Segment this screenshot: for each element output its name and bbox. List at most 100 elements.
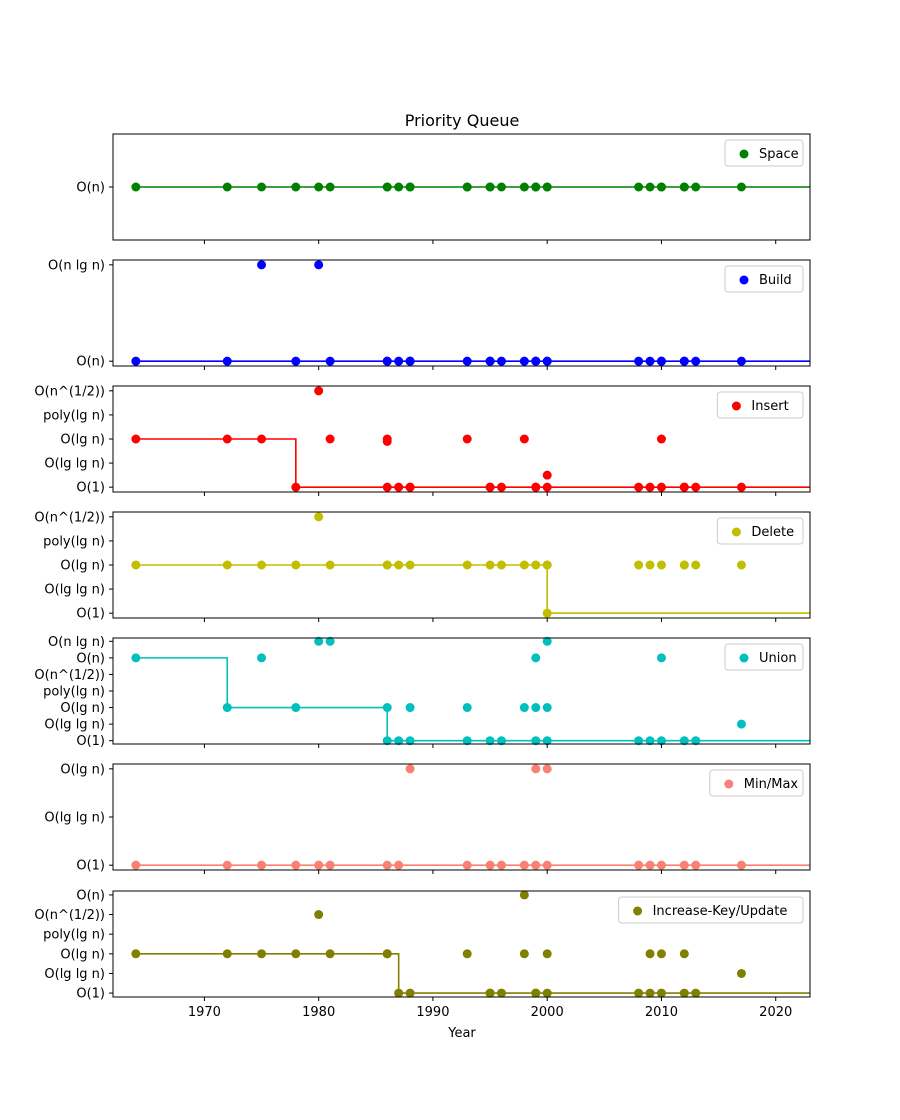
y-tick-label-delete: O(lg n) bbox=[60, 559, 105, 574]
data-point-build bbox=[394, 356, 404, 366]
data-point-increase-key-update bbox=[656, 988, 666, 998]
x-tick-label: 2020 bbox=[759, 1005, 792, 1020]
data-point-build bbox=[131, 356, 141, 366]
data-point-delete bbox=[496, 560, 506, 570]
data-point-min-max bbox=[291, 860, 301, 870]
legend-box-insert bbox=[716, 391, 804, 419]
data-point-union bbox=[131, 653, 141, 663]
y-tick-label-build: O(n lg n) bbox=[48, 258, 105, 273]
data-point-insert bbox=[679, 482, 689, 492]
axes-frame-build bbox=[112, 259, 811, 367]
y-tick-label-delete: O(lg lg n) bbox=[44, 583, 105, 598]
data-point-increase-key-update bbox=[325, 949, 335, 959]
data-point-insert bbox=[314, 386, 324, 396]
data-point-union bbox=[531, 736, 541, 746]
x-tick-label: 1990 bbox=[416, 1005, 449, 1020]
y-tick-label-space: O(n) bbox=[76, 181, 105, 196]
y-tick-label-union: O(n lg n) bbox=[48, 635, 105, 650]
y-tick-label-union: O(lg n) bbox=[60, 701, 105, 716]
data-point-insert bbox=[405, 482, 415, 492]
data-point-increase-key-update bbox=[519, 890, 529, 900]
data-point-min-max bbox=[394, 860, 404, 870]
x-tick-label: 2010 bbox=[645, 1005, 678, 1020]
x-axis-label: Year bbox=[447, 1026, 476, 1041]
data-point-delete bbox=[291, 560, 301, 570]
data-point-build bbox=[485, 356, 495, 366]
panel-union: O(1)O(lg lg n) O(lg n)poly(lg n) O(n^(1/2)… bbox=[34, 635, 811, 749]
data-point-insert bbox=[531, 482, 541, 492]
data-point-increase-key-update bbox=[679, 988, 689, 998]
data-point-build bbox=[691, 356, 701, 366]
data-point-space bbox=[679, 182, 689, 192]
data-point-min-max bbox=[679, 860, 689, 870]
data-point-insert bbox=[736, 482, 746, 492]
data-point-union bbox=[405, 703, 415, 713]
legend-marker-min-max bbox=[724, 779, 734, 789]
legend-label-increase-key-update: Increase-Key/Update bbox=[653, 904, 788, 919]
y-tick-label-delete: O(1) bbox=[76, 607, 105, 622]
data-point-build bbox=[519, 356, 529, 366]
data-point-union bbox=[291, 703, 301, 713]
data-point-union bbox=[531, 703, 541, 713]
axes-frame-min-max bbox=[112, 763, 811, 871]
y-tick-label-increase-key-update: O(lg n) bbox=[60, 947, 105, 962]
data-point-insert bbox=[485, 482, 495, 492]
legend-label-union: Union bbox=[759, 651, 797, 666]
y-tick-label-union: O(n) bbox=[76, 651, 105, 666]
x-tick-label: 1980 bbox=[302, 1005, 335, 1020]
data-point-union bbox=[462, 736, 472, 746]
data-point-min-max bbox=[531, 860, 541, 870]
data-point-insert bbox=[645, 482, 655, 492]
data-point-increase-key-update bbox=[314, 910, 324, 920]
data-point-union bbox=[531, 653, 541, 663]
data-point-min-max bbox=[645, 860, 655, 870]
data-point-union bbox=[736, 719, 746, 729]
data-point-space bbox=[691, 182, 701, 192]
data-point-insert bbox=[291, 482, 301, 492]
data-point-build bbox=[325, 356, 335, 366]
legend-box-increase-key-update bbox=[618, 896, 804, 924]
data-point-increase-key-update bbox=[645, 949, 655, 959]
data-point-increase-key-update bbox=[679, 949, 689, 959]
data-point-increase-key-update bbox=[222, 949, 232, 959]
data-point-space bbox=[634, 182, 644, 192]
data-point-build bbox=[496, 356, 506, 366]
step-line-delete bbox=[135, 564, 810, 614]
data-point-increase-key-update bbox=[542, 949, 552, 959]
data-point-increase-key-update bbox=[394, 988, 404, 998]
data-point-union bbox=[656, 653, 666, 663]
data-point-space bbox=[485, 182, 495, 192]
legend-marker-increase-key-update bbox=[633, 906, 643, 916]
legend-marker-space bbox=[739, 149, 749, 159]
data-point-insert bbox=[131, 434, 141, 444]
y-tick-label-min-max: O(lg lg n) bbox=[44, 811, 105, 826]
data-point-increase-key-update bbox=[291, 949, 301, 959]
data-point-insert bbox=[462, 434, 472, 444]
data-point-increase-key-update bbox=[131, 949, 141, 959]
data-point-delete bbox=[314, 512, 324, 522]
data-point-increase-key-update bbox=[531, 988, 541, 998]
data-point-union bbox=[634, 736, 644, 746]
y-tick-label-delete: O(n^(1/2)) bbox=[34, 510, 105, 525]
data-point-min-max bbox=[485, 860, 495, 870]
data-point-space bbox=[222, 182, 232, 192]
data-point-increase-key-update bbox=[382, 949, 392, 959]
y-tick-label-build: O(n) bbox=[76, 355, 105, 370]
data-point-build bbox=[257, 260, 267, 270]
data-point-increase-key-update bbox=[656, 949, 666, 959]
data-point-space bbox=[462, 182, 472, 192]
data-point-union bbox=[405, 736, 415, 746]
data-point-space bbox=[382, 182, 392, 192]
y-tick-label-union: poly(lg n) bbox=[43, 685, 105, 700]
data-point-space bbox=[519, 182, 529, 192]
data-point-delete bbox=[394, 560, 404, 570]
y-tick-label-insert: O(lg lg n) bbox=[44, 457, 105, 472]
data-point-min-max bbox=[222, 860, 232, 870]
legend-marker-delete bbox=[731, 527, 741, 537]
data-point-union bbox=[542, 703, 552, 713]
y-tick-label-increase-key-update: O(1) bbox=[76, 987, 105, 1002]
data-point-delete bbox=[405, 560, 415, 570]
data-point-union bbox=[257, 653, 267, 663]
legend-label-build: Build bbox=[759, 273, 792, 288]
